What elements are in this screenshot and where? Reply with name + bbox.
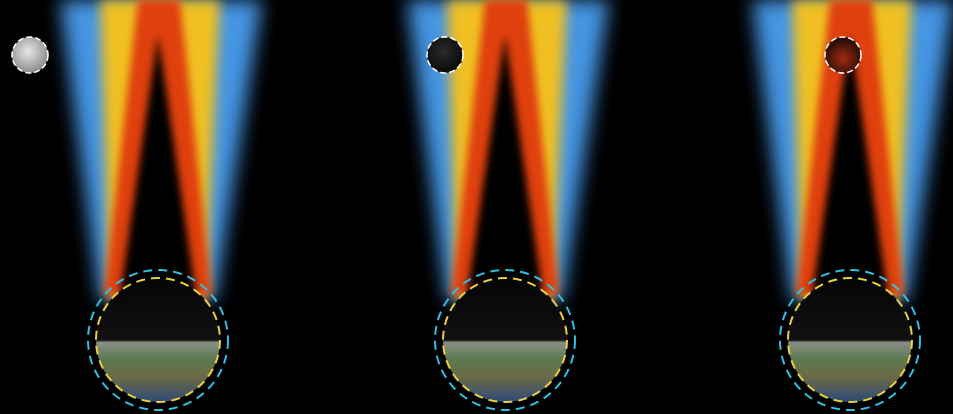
moon xyxy=(426,36,464,74)
moon xyxy=(824,36,862,74)
moon xyxy=(11,36,49,74)
